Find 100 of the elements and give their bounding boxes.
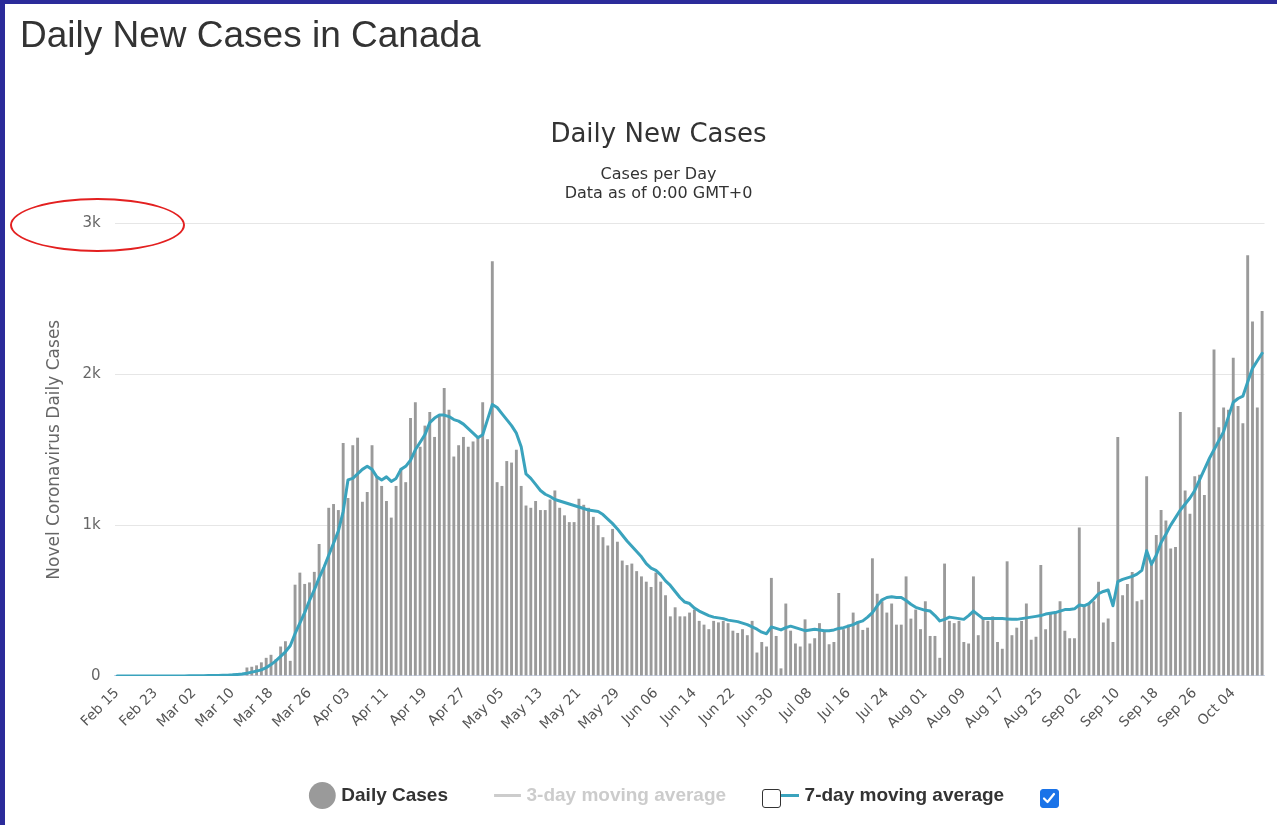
bar	[538, 510, 542, 676]
bar	[534, 501, 538, 676]
bar	[659, 581, 663, 676]
bar	[1073, 638, 1076, 676]
bar	[861, 629, 865, 676]
bar	[630, 563, 634, 676]
bar	[741, 629, 744, 676]
bar	[640, 576, 643, 676]
bar	[462, 436, 465, 676]
bar	[644, 581, 648, 676]
bar	[760, 641, 764, 676]
bar	[1101, 622, 1105, 676]
bar	[596, 525, 600, 676]
y-tick-label: 0	[91, 665, 101, 684]
bar	[717, 622, 720, 676]
bar	[356, 437, 360, 676]
bar	[789, 630, 793, 676]
bar	[1150, 564, 1153, 676]
bar	[793, 643, 797, 676]
bar	[870, 558, 874, 676]
bar	[986, 620, 990, 676]
bar	[567, 522, 571, 676]
bar	[1260, 311, 1264, 676]
bar	[495, 482, 499, 676]
x-tick-label: Jun 06	[617, 684, 661, 728]
bar	[1087, 603, 1091, 676]
bar	[774, 635, 778, 676]
bar	[1024, 603, 1028, 676]
bar	[885, 612, 889, 676]
bar	[433, 436, 437, 676]
bar	[1231, 357, 1235, 676]
bar	[341, 442, 345, 676]
bar	[336, 510, 340, 676]
bar	[558, 507, 562, 676]
bar	[389, 517, 393, 676]
bar	[365, 491, 369, 676]
bar	[798, 646, 802, 676]
bar	[736, 632, 740, 676]
bar	[914, 609, 918, 676]
bar	[697, 620, 701, 676]
bar	[981, 617, 985, 676]
x-tick-label: Jun 22	[694, 684, 738, 728]
bar	[1000, 648, 1004, 676]
bar	[664, 595, 667, 676]
bar	[490, 261, 494, 676]
bar	[409, 418, 412, 676]
bar	[1097, 581, 1100, 676]
bar	[1020, 620, 1023, 676]
bar	[399, 468, 403, 676]
bar	[404, 482, 408, 676]
bar	[952, 623, 956, 676]
bar	[380, 485, 384, 676]
bar	[890, 603, 894, 676]
bar	[1236, 406, 1240, 676]
bar	[385, 501, 388, 676]
bar	[620, 560, 624, 676]
bar	[312, 571, 316, 676]
bar	[1154, 534, 1158, 676]
bar	[962, 641, 966, 676]
bar	[1202, 494, 1206, 676]
bar	[418, 446, 422, 676]
bar	[1246, 255, 1250, 676]
bar	[765, 646, 768, 676]
bar	[726, 623, 730, 676]
bar	[587, 507, 590, 676]
bar	[875, 593, 879, 676]
bar	[1082, 605, 1086, 676]
bar	[904, 576, 908, 676]
bar	[591, 516, 595, 676]
bar	[1106, 618, 1110, 676]
bar	[308, 582, 311, 676]
bar	[750, 620, 754, 676]
bar	[1048, 613, 1052, 676]
bar	[923, 601, 927, 676]
bar	[1145, 476, 1149, 676]
bar	[303, 583, 307, 676]
bar	[1198, 474, 1202, 676]
bar	[428, 412, 432, 676]
bar	[332, 504, 335, 676]
bar	[471, 441, 475, 676]
bar	[1169, 548, 1173, 676]
bar	[1255, 407, 1259, 676]
bar	[360, 501, 364, 676]
bar	[1130, 571, 1134, 676]
bar	[813, 638, 817, 676]
bar	[510, 462, 513, 676]
bar	[1063, 630, 1067, 676]
bar	[615, 541, 619, 676]
bar	[967, 643, 971, 676]
bar	[327, 507, 331, 676]
bar	[466, 446, 470, 676]
bar	[606, 545, 610, 676]
bar	[611, 528, 615, 676]
bar	[1039, 565, 1043, 676]
bar	[1251, 321, 1254, 676]
bar	[1217, 427, 1221, 676]
chart-title: Daily New Cases in Canada	[20, 14, 481, 56]
bar	[486, 439, 489, 676]
bar	[919, 629, 922, 676]
x-tick-label: Jul 08	[774, 684, 815, 724]
